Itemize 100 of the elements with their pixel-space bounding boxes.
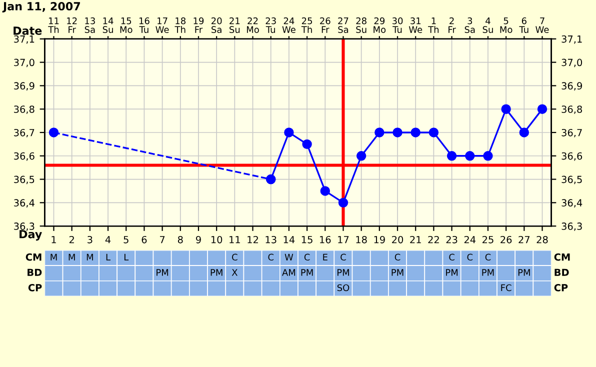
y-tick-label: 36,5 [14,176,34,184]
x-tick-label: 27 [518,236,530,244]
x2-tick-label: 21 Su [230,17,240,33]
y-tick-label: 36,8 [14,106,34,114]
chart-title: Jan 11, 2007 [2,2,80,12]
text: FC [501,284,512,292]
x2-tick-label: 29 Mo [374,17,386,33]
x2-tick-label: 22 Mo [246,17,259,33]
y-tick-label: 37,1 [14,35,34,44]
text: C [485,254,491,261]
x-tick-label: 25 [482,236,494,244]
category-label: BD [28,268,42,276]
text: SO [337,284,350,292]
y-tick-label: 36,9 [14,82,34,91]
x-tick-label: 7 [160,236,165,244]
x2-tick-label: 14 Su [102,18,114,33]
y2-tick-label: 37,0 [562,58,582,68]
x2-tick-label: 27 Sa [338,17,348,33]
x-tick-label: 20 [392,236,404,244]
x-axis-title: Day [20,230,42,241]
x-tick-label: 19 [374,236,385,244]
text: PM [156,269,168,276]
x2-tick-label: 7 We [536,18,549,33]
x2-tick-label: 26 Fr [320,17,330,33]
text: C [467,254,473,261]
x-tick-label: 4 [105,236,111,244]
y-tick-label: 36,3 [14,222,34,231]
x-tick-label: 23 [446,236,458,244]
x-tick-label: 24 [464,236,476,244]
x-tick-label: 21 [410,236,421,244]
text: C [232,254,238,261]
text: M [86,254,93,260]
x-tick-label: 18 [356,236,367,244]
x2-tick-label: 12 Fr [67,17,77,33]
text: PM [446,269,458,276]
x2-tick-label: 19 Fr [194,17,204,33]
x2-tick-label: 2 Fr [448,17,456,33]
x-tick-label: 5 [124,236,128,244]
x2-tick-label: 30 Tu [392,17,403,33]
x2-axis-title: Date [14,26,42,35]
text: PM [392,269,404,276]
x-tick-label: 10 [211,236,222,244]
y2-tick-label: 36,3 [562,222,582,231]
y-tick-label: 36,6 [14,152,34,161]
y-tick-label: 36,4 [14,199,34,208]
y-tick-label: 36,7 [14,128,34,138]
x2-tick-label: 11 Th [48,18,59,33]
x-tick-label: 2 [69,236,74,244]
x2-tick-label: 24 We [282,17,296,33]
y2-tick-label: 36,7 [562,128,582,138]
text: X [232,269,238,276]
y2-tick-label: 36,4 [562,199,582,208]
x2-tick-label: 1 Th [428,18,439,33]
text: C [449,254,454,261]
x-tick-label: 22 [428,236,439,244]
x2-tick-label: 15 Mo [120,18,132,33]
text: C [304,254,310,261]
x-tick-label: 11 [230,236,240,244]
text: PM [338,269,349,276]
x-tick-label: 16 [320,236,331,244]
x2-tick-label: 6 Tu [519,17,528,33]
x-tick-label: 6 [142,236,147,244]
text: M [68,254,75,260]
text: C [394,254,400,261]
x-tick-label: 12 [248,236,258,244]
x-tick-label: 1 [52,236,56,244]
text: W [284,254,294,260]
category-label: BD [554,268,569,276]
x2-tick-label: 13 Sa [84,17,95,33]
x2-tick-label: 16 Tu [139,17,150,33]
y2-tick-label: 37,1 [562,35,582,44]
x-tick-label: 13 [266,236,276,244]
text: L [124,254,129,260]
x-tick-label: 9 [196,236,201,244]
text: C [340,254,346,261]
x-tick-label: 26 [500,236,512,244]
text: PM [301,269,313,276]
category-label: CM [554,253,570,261]
text: L [106,254,110,260]
x2-tick-label: 17 We [156,18,169,33]
x-tick-label: 3 [88,236,92,244]
text: AM [282,269,296,276]
text: M [50,254,57,260]
x2-tick-label: 3 Sa [464,17,475,33]
category-label: CP [28,284,42,292]
text: PM [210,269,222,276]
x2-tick-label: 31 We [408,17,422,33]
category-label: CM [26,253,42,261]
text: C [268,254,274,261]
y-tick-label: 37,0 [14,58,34,68]
y2-tick-label: 36,8 [562,106,582,114]
x2-tick-label: 4 Su [482,18,493,33]
category-label: CP [554,284,568,292]
y2-tick-label: 36,9 [562,82,582,91]
x2-tick-label: 28 Su [356,17,366,33]
x2-tick-label: 5 Mo [500,18,512,33]
x-tick-label: 14 [284,236,295,244]
text: PM [482,269,494,276]
x-tick-label: 8 [178,236,183,244]
x-tick-label: 17 [338,236,349,244]
